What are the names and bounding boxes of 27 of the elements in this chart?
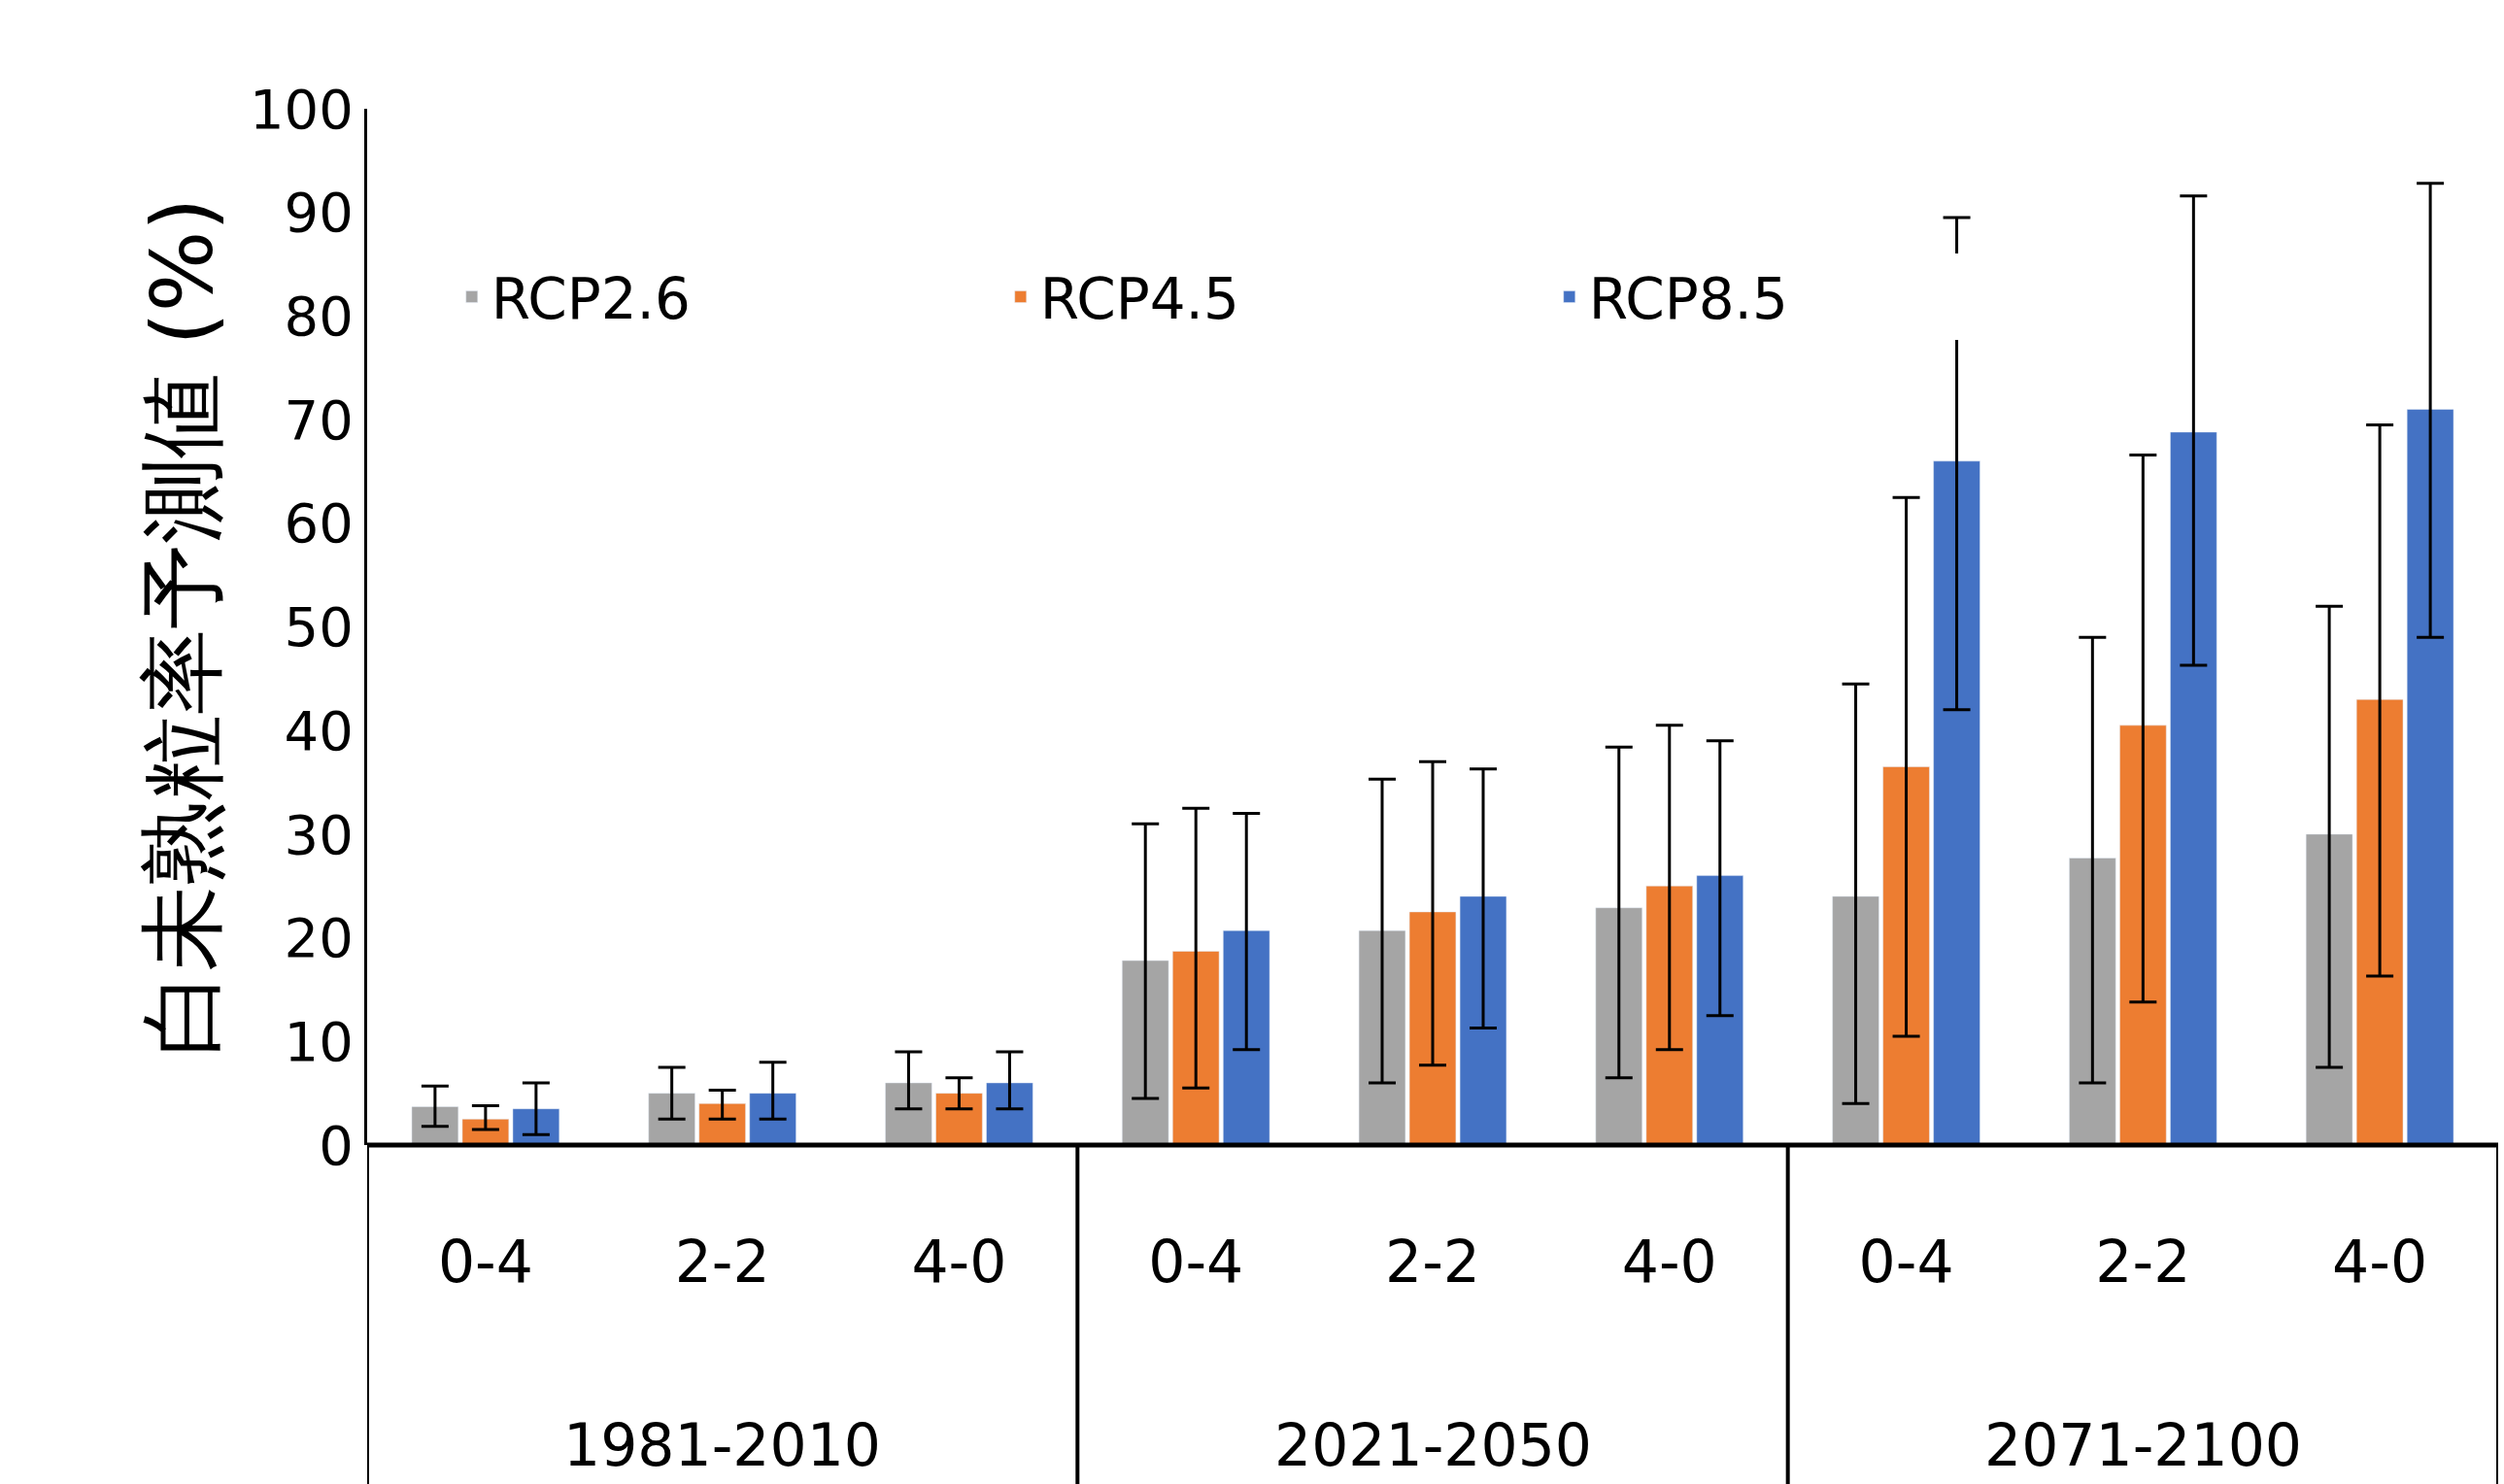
x-tick-label: 0-4 — [1858, 1228, 1954, 1296]
y-tick-label: 80 — [284, 285, 354, 348]
legend-label: RCP4.5 — [1039, 266, 1239, 333]
y-axis-title: 白未熟粒率予測値 (%) — [131, 197, 232, 1057]
x-tick-label: 0-4 — [1148, 1228, 1244, 1296]
text: 2071-2100 — [1984, 1411, 2303, 1479]
y-tick-label: 10 — [284, 1009, 354, 1073]
x-tick-label: 2-2 — [1385, 1228, 1480, 1296]
y-tick-label: 70 — [284, 388, 354, 452]
text: 2021-2050 — [1274, 1411, 1593, 1479]
legend-label: RCP2.6 — [491, 266, 691, 333]
y-tick-label: 50 — [284, 595, 354, 659]
y-tick-label: 30 — [284, 802, 354, 866]
x-tick-label: 2-2 — [674, 1228, 770, 1296]
x-tick-label: 4-0 — [1621, 1228, 1717, 1296]
x-tick-label: 0-4 — [437, 1228, 533, 1296]
x-tick-label: 2-2 — [2095, 1228, 2191, 1296]
y-tick-label: 40 — [284, 698, 354, 762]
y-tick-label: 60 — [284, 491, 354, 556]
x-tick-label: 4-0 — [2332, 1228, 2428, 1296]
y-tick-label: 90 — [284, 181, 354, 245]
y-tick-label: 0 — [319, 1113, 354, 1177]
x-tick-label: 4-0 — [911, 1228, 1007, 1296]
y-tick-label: 20 — [284, 906, 354, 970]
legend-label: RCP8.5 — [1588, 266, 1788, 333]
y-tick-label: 100 — [249, 77, 354, 141]
text: 1981-2010 — [563, 1411, 882, 1479]
